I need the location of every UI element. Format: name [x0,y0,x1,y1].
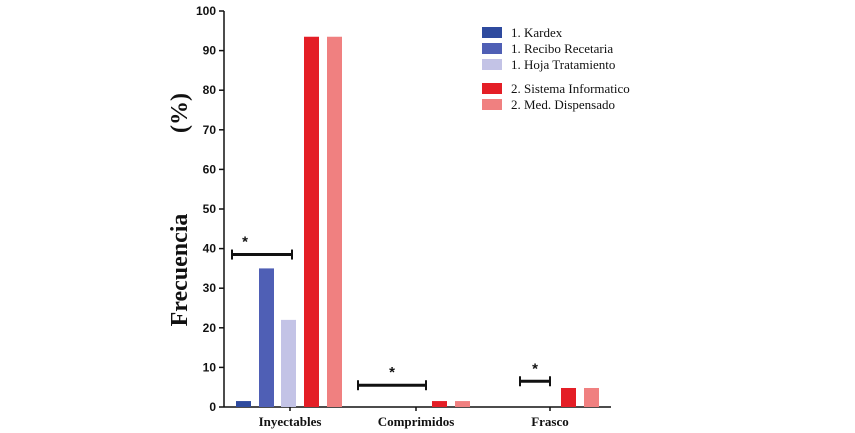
y-tick-label: 100 [196,4,216,18]
y-tick-label: 10 [203,360,217,374]
bar [259,268,274,407]
bar [327,36,342,408]
y-tick-label: 0 [209,400,216,414]
significance-star: * [532,360,538,377]
y-tick-label: 90 [203,44,217,58]
bar [304,36,319,408]
bars [236,36,599,408]
bar [584,387,599,407]
x-category-label: Frasco [531,414,569,429]
x-category-label: Inyectables [259,414,322,429]
legend-swatch [482,43,502,54]
legend-swatch [482,83,502,94]
bar [281,319,296,407]
significance-annotations: * * * [231,234,551,391]
y-tick-label: 40 [203,242,217,256]
x-category-label: Comprimidos [378,414,455,429]
legend-swatch [482,99,502,110]
y-tick-label: 70 [203,123,217,137]
significance-star: * [242,234,248,251]
bar [455,401,470,407]
y-axis-unit-label: (%) [167,93,193,133]
legend-swatch [482,27,502,38]
axes: 0 10 20 30 40 50 60 70 80 90 100 Inyectables Comprim… [196,4,611,429]
bar [432,401,447,407]
legend-entry: 2. Med. Dispensado [511,97,615,112]
y-tick-label: 50 [203,202,217,216]
bar [236,401,251,407]
y-tick-label: 30 [203,281,217,295]
y-axis-label: Frecuencia [167,214,193,327]
y-tick-label: 20 [203,321,217,335]
legend-entry: 1. Kardex [511,25,563,40]
legend-entry: 1. Hoja Tratamiento [511,57,615,72]
significance-star: * [389,364,395,381]
legend-entry: 2. Sistema Informatico [511,81,630,96]
legend-entry: 1. Recibo Recetaria [511,41,613,56]
bar [561,387,576,407]
y-tick-label: 80 [203,83,217,97]
legend-swatch [482,59,502,70]
y-tick-label: 60 [203,162,217,176]
